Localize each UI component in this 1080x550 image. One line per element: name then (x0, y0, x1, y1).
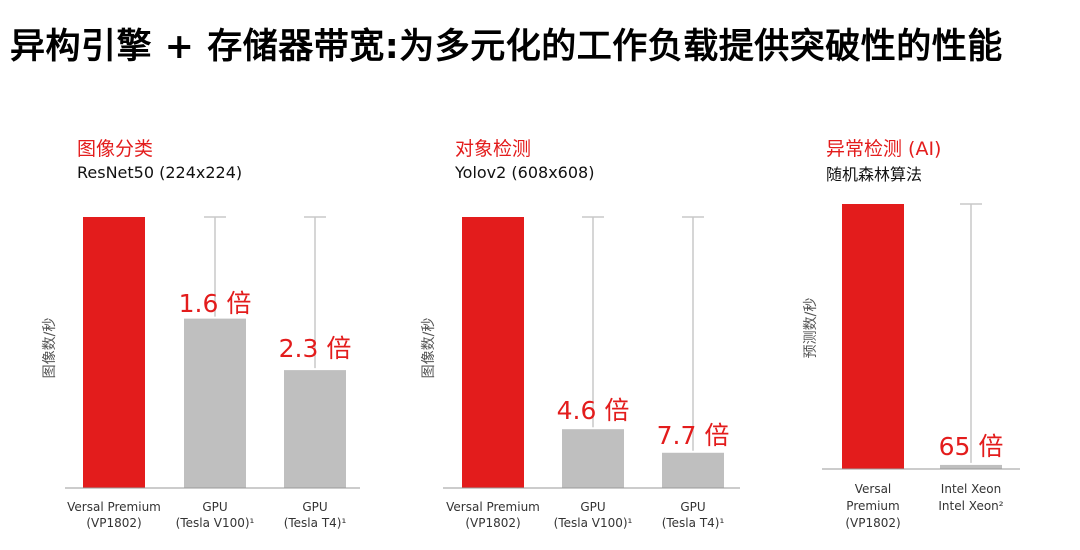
x-tick-label: (Tesla V100)¹ (176, 516, 255, 530)
x-tick-label: GPU (302, 500, 327, 514)
y-axis-label: 图像数/秒 (42, 318, 58, 379)
data-label: 4.6 倍 (557, 396, 630, 425)
x-tick-label: (Tesla T4)¹ (662, 516, 725, 530)
x-tick-label: GPU (202, 500, 227, 514)
x-tick-label: Premium (846, 499, 899, 513)
x-tick-label: GPU (580, 500, 605, 514)
page-title: 异构引擎 + 存储器带宽:为多元化的工作负载提供突破性的性能 (10, 27, 1003, 67)
bar (662, 452, 724, 488)
bar (184, 318, 246, 488)
x-tick-label: Versal Premium (67, 500, 161, 514)
data-label: 2.3 倍 (279, 334, 352, 363)
x-tick-label: (VP1802) (465, 516, 520, 530)
bar (562, 429, 624, 488)
x-tick-label: (Tesla V100)¹ (554, 516, 633, 530)
bar (83, 217, 145, 488)
bar (940, 464, 1002, 469)
x-tick-label: GPU (680, 500, 705, 514)
chart-title: 对象检测 (455, 138, 531, 160)
x-tick-label: (Tesla T4)¹ (284, 516, 347, 530)
chart-subtitle: Yolov2 (608x608) (454, 163, 594, 182)
chart-title: 图像分类 (77, 138, 153, 160)
x-tick-label: Versal (855, 482, 892, 496)
chart-subtitle: ResNet50 (224x224) (77, 163, 242, 182)
x-tick-label: (VP1802) (845, 516, 900, 530)
x-tick-label: Intel Xeon (941, 482, 1001, 496)
bar (462, 217, 524, 488)
x-tick-label: (VP1802) (86, 516, 141, 530)
bar (842, 204, 904, 469)
x-tick-label: Intel Xeon² (938, 499, 1003, 513)
y-axis-label: 预测数/秒 (803, 298, 819, 359)
chart-title: 异常检测 (AI) (826, 138, 941, 160)
bar (284, 370, 346, 488)
x-tick-label: Versal Premium (446, 500, 540, 514)
y-axis-label: 图像数/秒 (421, 318, 437, 379)
data-label: 1.6 倍 (179, 289, 252, 318)
data-label: 7.7 倍 (657, 421, 730, 450)
data-label: 65 倍 (939, 432, 1004, 461)
chart-subtitle: 随机森林算法 (826, 165, 922, 184)
